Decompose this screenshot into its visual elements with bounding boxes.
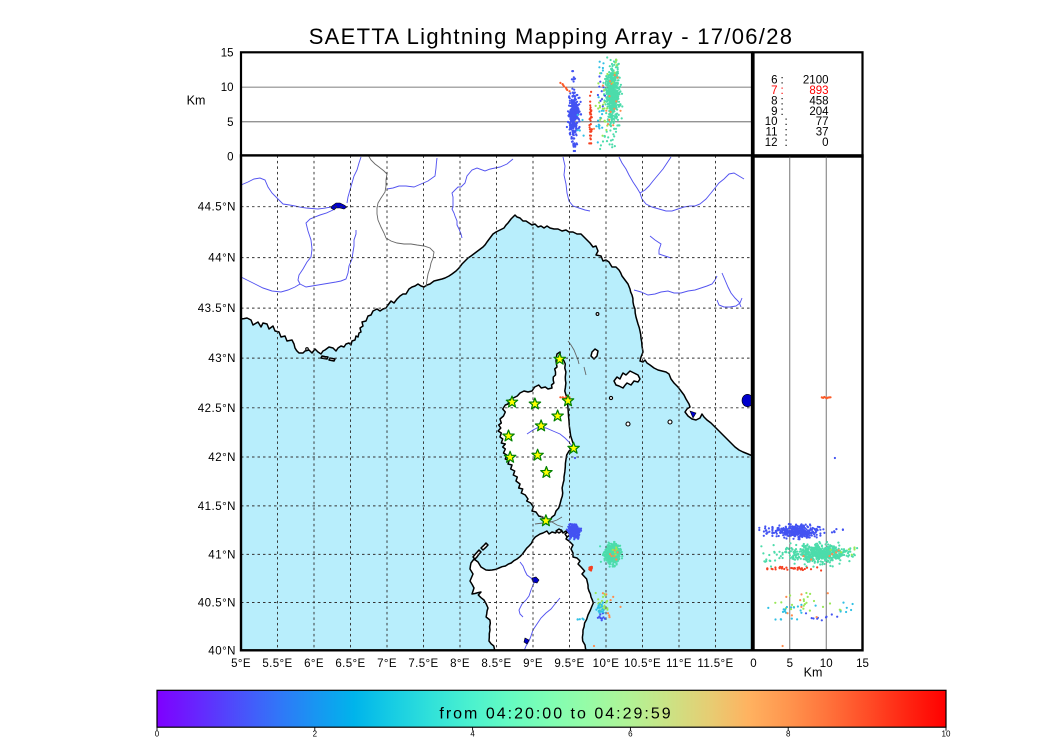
svg-text::: : (785, 116, 788, 128)
svg-text:11.5°E: 11.5°E (697, 658, 733, 670)
svg-text:15: 15 (856, 658, 869, 670)
svg-text:10: 10 (942, 730, 951, 739)
svg-text:5°E: 5°E (231, 658, 251, 670)
svg-text:8°E: 8°E (450, 658, 470, 670)
svg-text:6: 6 (771, 75, 777, 87)
svg-text:10: 10 (820, 658, 833, 670)
svg-text:43°N: 43°N (208, 353, 236, 365)
svg-text:6°E: 6°E (304, 658, 324, 670)
svg-text:5: 5 (227, 117, 233, 129)
svg-text:9°E: 9°E (523, 658, 543, 670)
svg-text:44°N: 44°N (208, 253, 236, 265)
svg-text:15: 15 (221, 47, 234, 59)
svg-text:458: 458 (809, 95, 828, 107)
svg-text:10.5°E: 10.5°E (624, 658, 661, 670)
svg-text:37: 37 (816, 127, 829, 139)
svg-text:9: 9 (771, 106, 777, 118)
svg-text:9.5°E: 9.5°E (554, 658, 584, 670)
svg-text:8: 8 (771, 95, 777, 107)
svg-text::: : (785, 137, 788, 149)
svg-text:Km: Km (187, 94, 206, 108)
svg-text:11°E: 11°E (666, 658, 692, 670)
svg-text:SAETTA Lightning Mapping Array: SAETTA Lightning Mapping Array - 17/06/2… (309, 24, 794, 49)
svg-text:42.5°N: 42.5°N (198, 403, 236, 415)
svg-text:6.5°E: 6.5°E (335, 658, 365, 670)
svg-text:41°N: 41°N (208, 549, 236, 561)
svg-text:7: 7 (771, 85, 777, 97)
svg-text:2100: 2100 (803, 75, 829, 87)
svg-text:11: 11 (766, 127, 778, 139)
svg-text::: : (781, 106, 784, 118)
svg-text:6: 6 (628, 730, 633, 739)
svg-text:893: 893 (809, 85, 828, 97)
svg-text:Km: Km (804, 666, 823, 680)
svg-text::: : (781, 95, 784, 107)
svg-text:40°N: 40°N (208, 645, 236, 657)
svg-text:43.5°N: 43.5°N (198, 303, 236, 315)
svg-text:41.5°N: 41.5°N (198, 501, 236, 513)
svg-text:10°E: 10°E (593, 658, 620, 670)
svg-text:77: 77 (816, 116, 829, 128)
svg-text:40.5°N: 40.5°N (198, 598, 236, 610)
svg-text:42°N: 42°N (208, 452, 236, 464)
svg-text::: : (781, 85, 784, 97)
svg-text:from 04:20:00 to 04:29:59: from 04:20:00 to 04:29:59 (439, 706, 672, 723)
svg-text:8: 8 (786, 730, 791, 739)
svg-text:0: 0 (822, 137, 828, 149)
svg-text:10: 10 (765, 116, 778, 128)
svg-text::: : (785, 127, 788, 139)
svg-text:10: 10 (221, 82, 234, 94)
svg-text:2: 2 (313, 730, 318, 739)
svg-text:204: 204 (809, 106, 829, 118)
svg-text:5.5°E: 5.5°E (262, 658, 292, 670)
svg-text::: : (781, 75, 784, 87)
svg-text:0: 0 (155, 730, 160, 739)
svg-text:0: 0 (227, 152, 233, 164)
svg-text:7.5°E: 7.5°E (408, 658, 438, 670)
svg-text:44.5°N: 44.5°N (198, 202, 236, 214)
svg-text:5: 5 (787, 658, 793, 670)
svg-text:0: 0 (750, 658, 756, 670)
svg-text:12: 12 (765, 137, 778, 149)
svg-text:4: 4 (470, 730, 475, 739)
svg-text:8.5°E: 8.5°E (481, 658, 511, 670)
svg-text:7°E: 7°E (377, 658, 397, 670)
